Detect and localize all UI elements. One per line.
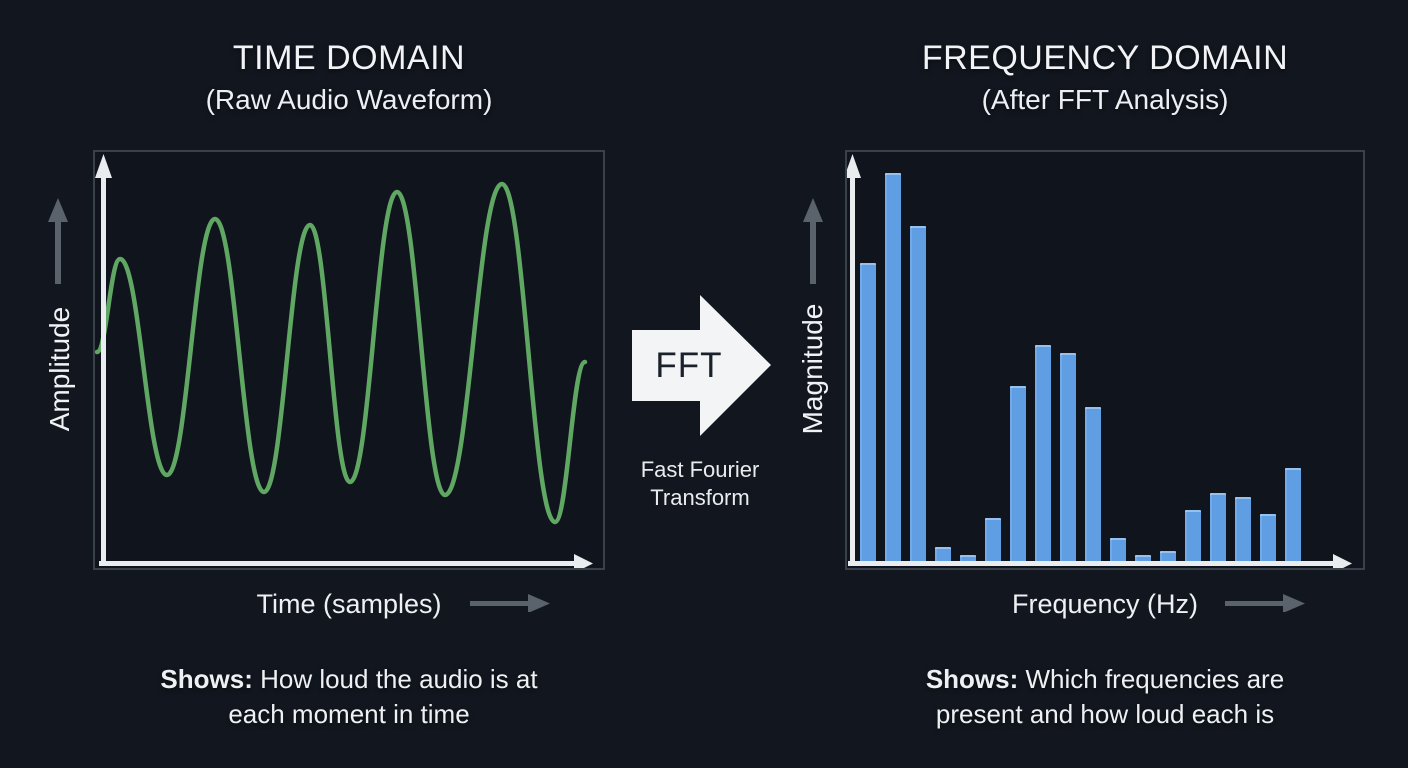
time-domain-panel (93, 150, 605, 570)
frequency-bar (1210, 493, 1226, 563)
y-axis-arrow (847, 154, 861, 564)
right-arrow-icon (470, 594, 550, 612)
frequency-domain-header: FREQUENCY DOMAIN (After FFT Analysis) (845, 38, 1365, 118)
frequency-bar (1010, 386, 1026, 563)
caption-line1: Shows: Which frequencies are (925, 664, 1285, 694)
frequency-domain-caption: Shows: Which frequencies are present and… (845, 662, 1365, 732)
frequency-bar (1285, 468, 1301, 563)
audio-waveform-line (95, 181, 588, 525)
time-domain-title: TIME DOMAIN (232, 39, 466, 77)
fft-caption: Fast Fourier Transform (610, 456, 790, 512)
frequency-bar (935, 547, 951, 563)
up-arrow-icon (48, 198, 68, 284)
magnitude-axis-label: Magnitude (797, 303, 828, 435)
y-axis-arrow (95, 154, 112, 564)
frequency-bar (985, 518, 1001, 563)
frequency-bar (1160, 551, 1176, 563)
time-domain-header: TIME DOMAIN (Raw Audio Waveform) (93, 38, 605, 118)
frequency-bar (1060, 353, 1076, 563)
caption-prefix: Shows: (160, 664, 253, 694)
frequency-domain-panel (845, 150, 1365, 570)
fft-arrow-icon (632, 295, 771, 436)
caption-prefix: Shows: (925, 664, 1019, 694)
frequency-bars (860, 168, 1301, 563)
spectrum-axes (847, 154, 1352, 568)
frequency-bar (910, 226, 926, 563)
amplitude-axis-label: Amplitude (44, 306, 75, 432)
fft-caption-line2: Transform (650, 485, 750, 510)
frequency-domain-title: FREQUENCY DOMAIN (921, 39, 1289, 77)
time-domain-subtitle: (Raw Audio Waveform) (205, 84, 493, 115)
frequency-bar (1185, 510, 1201, 563)
frequency-bar (1235, 497, 1251, 563)
x-axis-arrow (99, 554, 593, 568)
frequency-bar (885, 173, 901, 563)
time-axis-label: Time (samples) (256, 589, 442, 619)
frequency-domain-subtitle: (After FFT Analysis) (981, 84, 1229, 115)
frequency-bar (860, 263, 876, 563)
time-domain-caption: Shows: How loud the audio is at each mom… (93, 662, 605, 732)
caption-line1: Shows: How loud the audio is at (160, 664, 538, 694)
fft-caption-line1: Fast Fourier (640, 457, 760, 482)
frequency-bar (1035, 345, 1051, 563)
caption-line2: present and how loud each is (935, 699, 1275, 729)
frequency-bar (1110, 538, 1126, 563)
waveform-plot (95, 154, 593, 568)
right-arrow-icon (1225, 594, 1305, 612)
caption-line2: each moment in time (228, 699, 470, 729)
frequency-bar (1085, 407, 1101, 563)
frequency-bar (1135, 555, 1151, 563)
frequency-bar (960, 555, 976, 563)
frequency-axis-label: Frequency (Hz) (1011, 589, 1199, 619)
frequency-bar (1260, 514, 1276, 563)
x-axis-arrow (848, 554, 1352, 568)
fft-arrow-label: FFT (655, 345, 723, 385)
up-arrow-icon (803, 198, 823, 284)
